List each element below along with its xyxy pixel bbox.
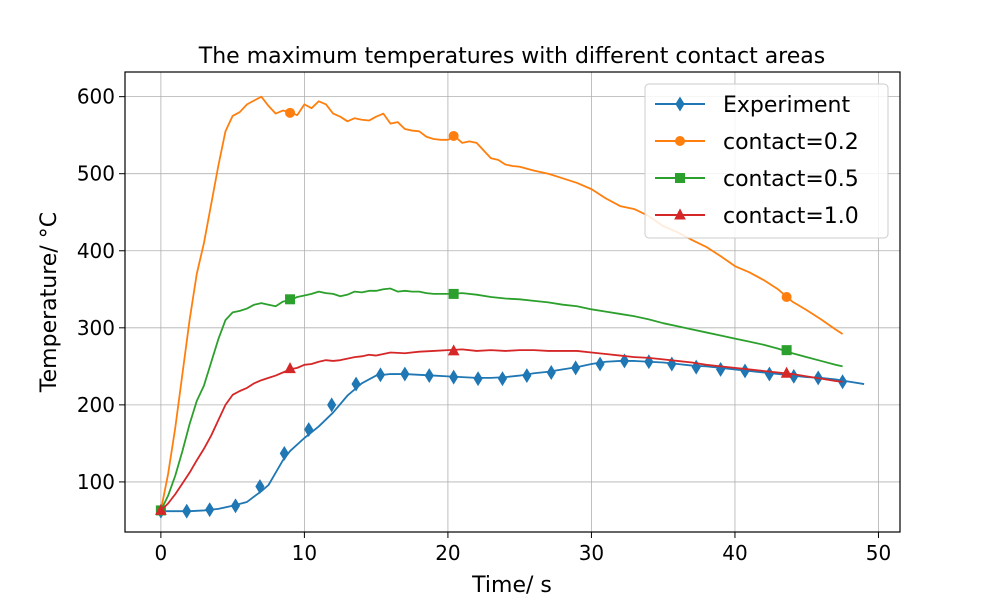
series-experiment <box>156 353 865 519</box>
legend-label: Experiment <box>723 93 850 118</box>
series-line-contact-0-5 <box>160 287 843 511</box>
legend-label: contact=0.5 <box>723 167 859 192</box>
legend-marker <box>674 208 686 220</box>
legend-item-contact-0-2: contact=0.2 <box>655 130 859 155</box>
axis-ticks: 0 10 20 30 40 50 100 200 300 400 500 600 <box>77 85 891 565</box>
data-point-experiment <box>375 367 386 383</box>
data-point-experiment <box>546 365 556 380</box>
legend-marker <box>675 96 685 112</box>
data-point-contact-0-2 <box>285 107 296 118</box>
data-point-contact-0-2 <box>448 130 459 141</box>
legend-marker <box>675 136 685 146</box>
x-axis-label: Time/ s <box>471 573 552 598</box>
y-tick-label: 400 <box>77 239 115 263</box>
data-point-experiment <box>522 368 532 384</box>
data-point-experiment <box>304 422 314 437</box>
data-point-experiment <box>205 502 215 518</box>
legend-item-contact-0-5: contact=0.5 <box>655 167 859 192</box>
data-point-experiment <box>619 353 630 369</box>
x-tick-label: 0 <box>155 541 168 565</box>
data-point-experiment <box>595 356 605 372</box>
legend-item-experiment: Experiment <box>655 93 850 118</box>
y-tick-label: 500 <box>77 162 115 186</box>
y-tick-label: 300 <box>77 316 115 340</box>
data-point-experiment <box>424 368 434 384</box>
data-point-contact-1-0 <box>284 362 296 374</box>
y-tick-label: 100 <box>77 470 115 494</box>
data-point-contact-0-5 <box>448 288 459 299</box>
data-point-experiment <box>230 498 241 514</box>
x-tick-label: 10 <box>292 541 317 565</box>
data-point-experiment <box>351 376 361 392</box>
series-contact-1-0 <box>155 344 843 515</box>
y-axis-label: Temperature/ °C <box>37 212 62 393</box>
series-line-contact-1-0 <box>160 348 843 512</box>
x-tick-label: 30 <box>579 541 604 565</box>
legend-label: contact=0.2 <box>723 130 859 155</box>
data-point-experiment <box>327 397 337 413</box>
legend: Experiment contact=0.2 contact=0.5 contact=… <box>644 83 889 239</box>
data-point-experiment <box>473 371 483 387</box>
data-point-contact-0-5 <box>781 345 792 356</box>
x-tick-label: 50 <box>866 541 891 565</box>
data-point-contact-1-0 <box>447 344 460 356</box>
data-point-contact-1-0 <box>780 366 793 378</box>
data-point-experiment <box>255 479 265 494</box>
legend-item-contact-1-0: contact=1.0 <box>655 204 859 229</box>
data-point-contact-0-5 <box>285 294 296 305</box>
y-tick-label: 600 <box>77 85 115 109</box>
data-point-experiment <box>182 503 192 519</box>
y-tick-label: 200 <box>77 393 115 417</box>
x-tick-label: 40 <box>722 541 747 565</box>
data-point-experiment <box>571 360 581 376</box>
data-point-experiment <box>449 369 459 385</box>
data-point-contact-0-2 <box>781 291 792 302</box>
data-point-experiment <box>838 374 848 390</box>
data-point-experiment <box>400 366 410 382</box>
legend-box <box>644 83 889 239</box>
legend-label: contact=1.0 <box>723 204 859 229</box>
x-tick-label: 20 <box>435 541 460 565</box>
legend-marker <box>675 173 685 183</box>
chart-title: The maximum temperatures with different … <box>198 44 825 69</box>
plot-frame <box>124 71 901 533</box>
data-point-contact-1-0 <box>155 503 167 515</box>
data-point-experiment <box>497 371 508 387</box>
data-point-experiment <box>279 445 289 461</box>
